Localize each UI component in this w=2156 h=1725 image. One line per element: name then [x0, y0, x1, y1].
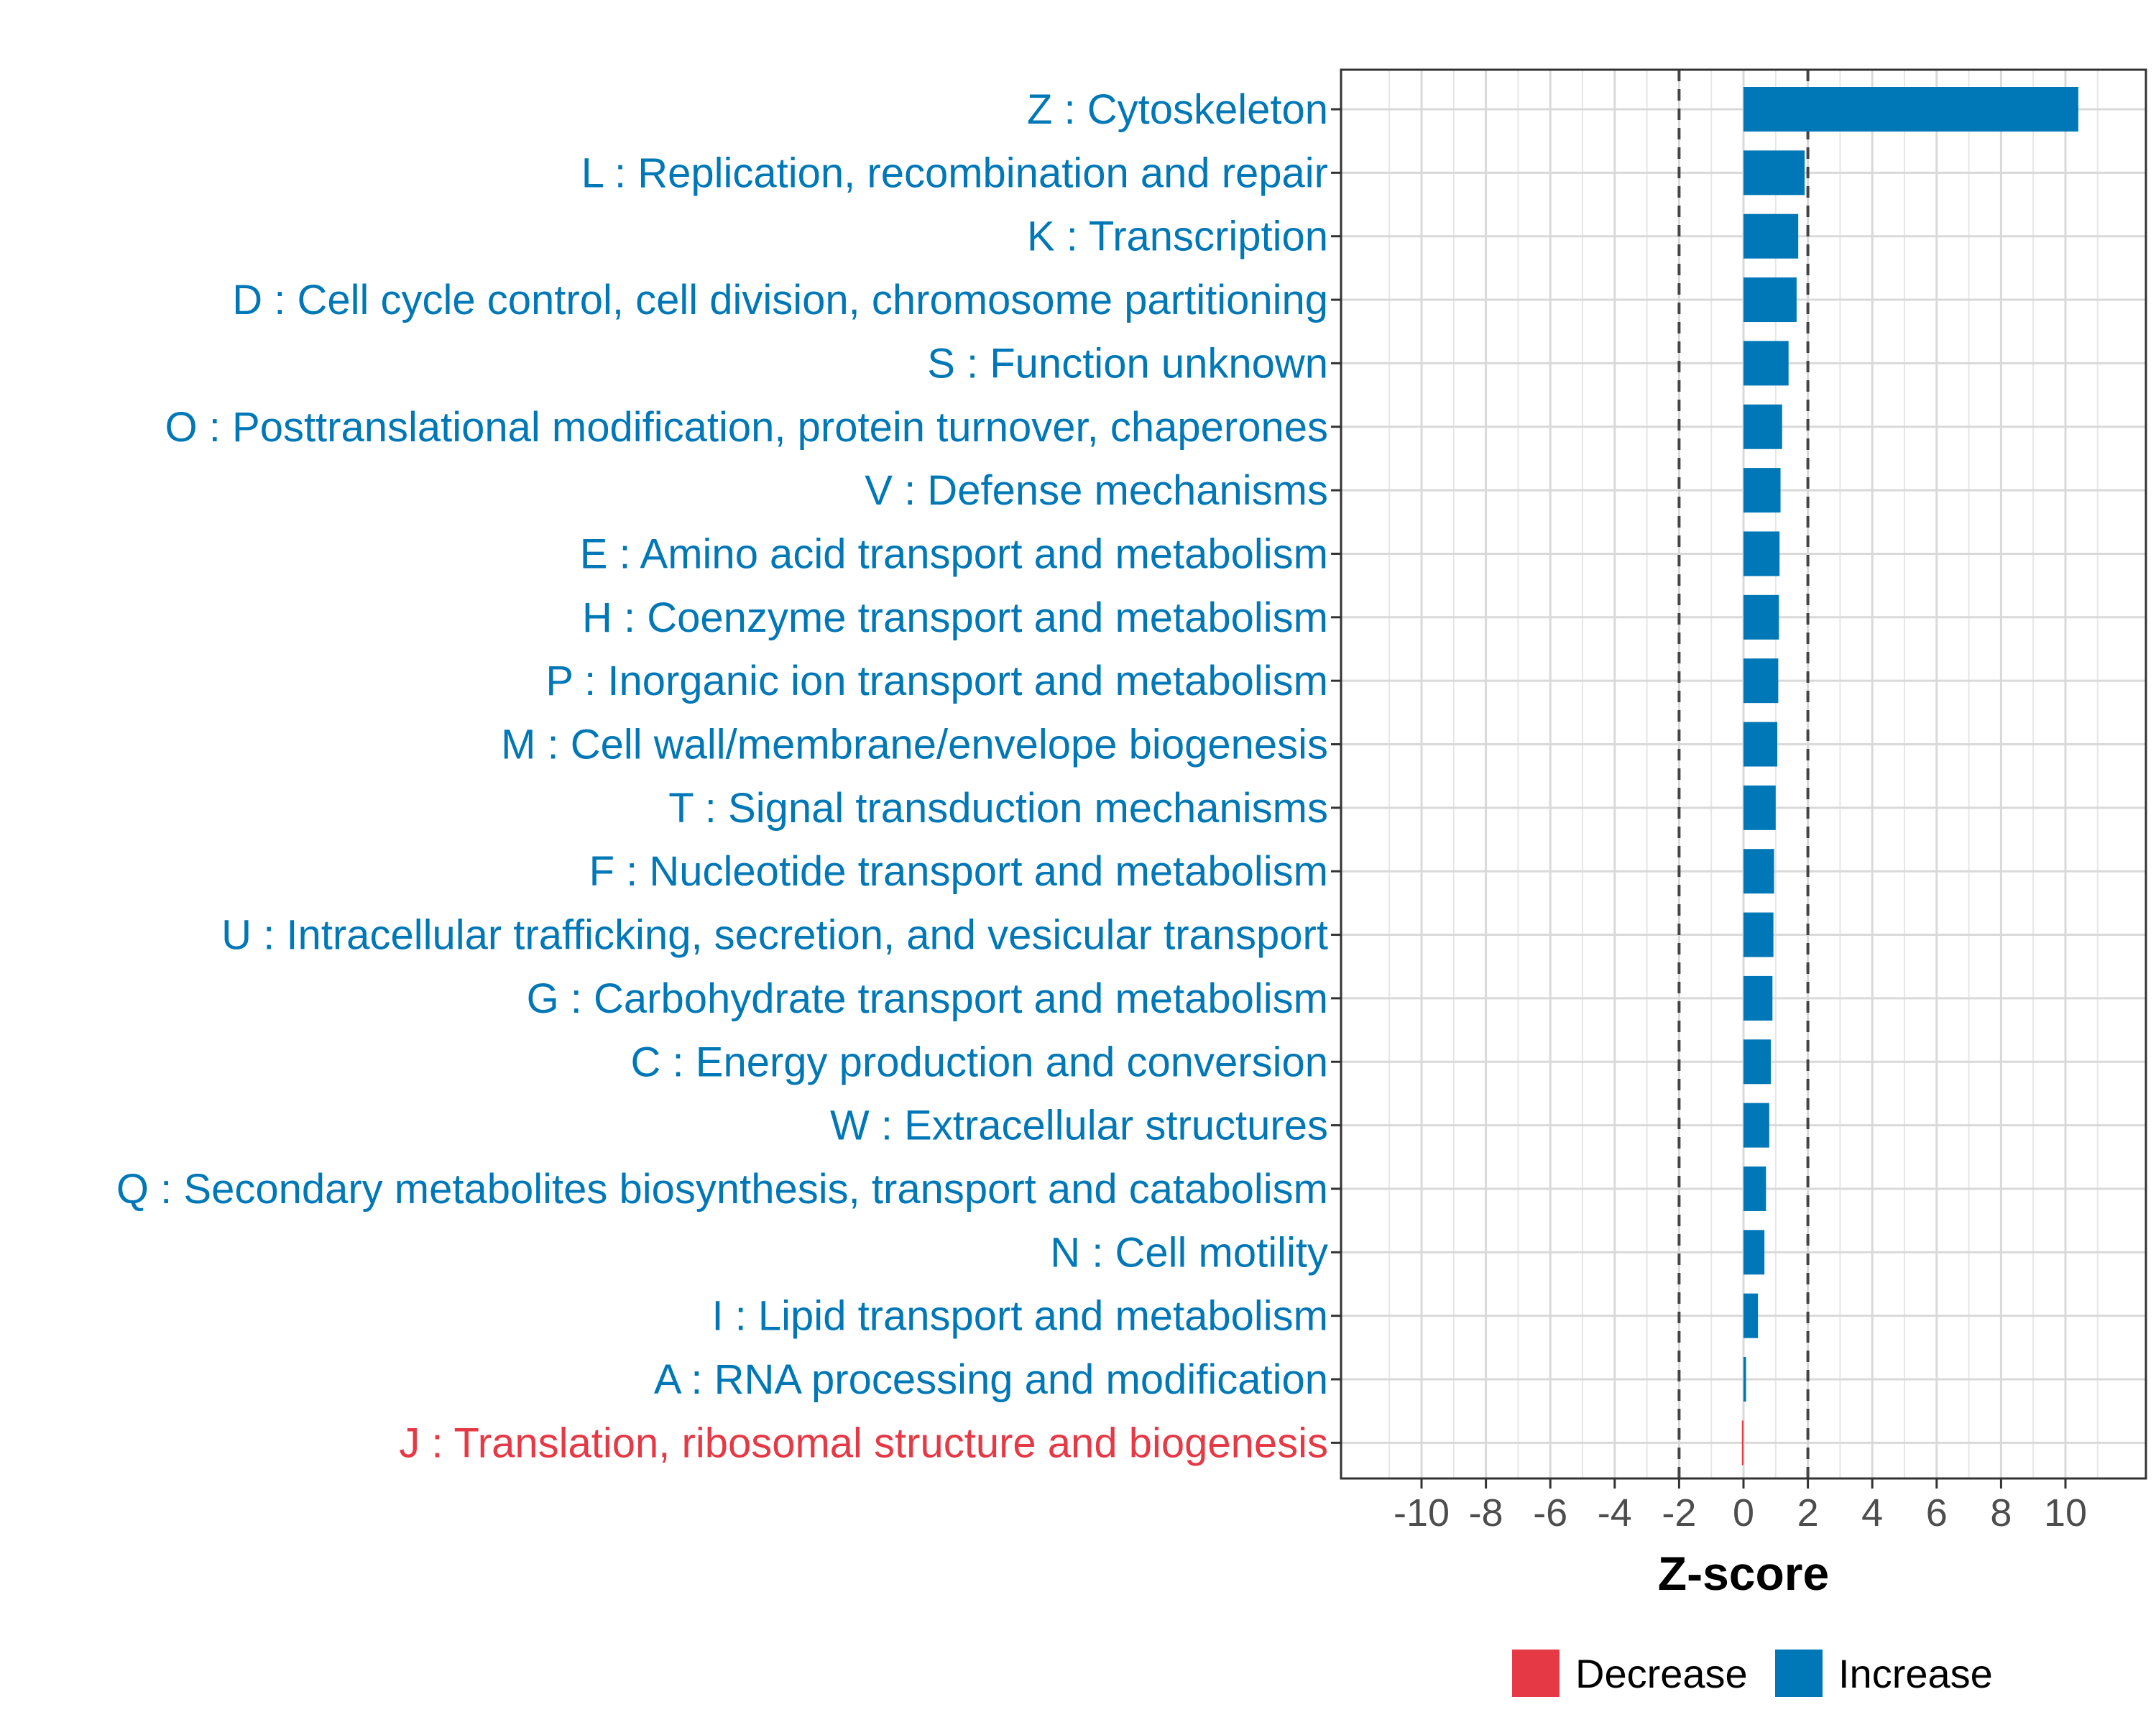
bar — [1743, 87, 2078, 132]
bar — [1743, 1293, 1759, 1338]
bar — [1743, 1103, 1769, 1148]
category-label: S : Function unknown — [927, 340, 1328, 387]
category-labels: Z : Cytoskeleton L : Replication, recombi… — [116, 86, 1328, 1466]
category-label: C : Energy production and conversion — [631, 1039, 1328, 1085]
x-tick-label: -4 — [1598, 1491, 1632, 1535]
bar — [1743, 531, 1780, 576]
category-label: O : Posttranslational modification, prot… — [165, 404, 1328, 451]
x-tick-label: 10 — [2044, 1491, 2087, 1535]
category-label: J : Translation, ribosomal structure and… — [399, 1420, 1328, 1466]
category-label: H : Coenzyme transport and metabolism — [582, 594, 1328, 641]
bar — [1743, 722, 1778, 767]
x-tick-label: -10 — [1393, 1491, 1450, 1535]
bar — [1743, 1166, 1766, 1211]
bar — [1741, 1420, 1743, 1466]
bar — [1743, 1039, 1772, 1085]
bars — [1741, 87, 2078, 1466]
x-tick-label: 2 — [1797, 1491, 1819, 1535]
category-label: M : Cell wall/membrane/envelope biogenes… — [501, 722, 1328, 768]
category-label: K : Transcription — [1027, 213, 1328, 260]
x-axis-title: Z-score — [1658, 1547, 1829, 1600]
category-label: U : Intracellular trafficking, secretion… — [221, 912, 1328, 959]
category-label: F : Nucleotide transport and metabolism — [589, 848, 1328, 895]
x-tick-label: 8 — [1990, 1491, 2012, 1535]
bar — [1743, 150, 1805, 196]
x-tick-label: 4 — [1861, 1491, 1883, 1535]
category-label: T : Signal transduction mechanisms — [668, 785, 1328, 832]
legend: Decrease Increase — [1512, 1650, 1993, 1697]
bar — [1743, 658, 1779, 704]
category-label: Q : Secondary metabolites biosynthesis, … — [116, 1166, 1328, 1213]
category-label: D : Cell cycle control, cell division, c… — [232, 277, 1328, 323]
legend-label: Increase — [1838, 1651, 1993, 1696]
x-tick-label: -8 — [1469, 1491, 1503, 1535]
bar — [1743, 468, 1781, 513]
bar — [1743, 594, 1779, 640]
legend-item: Decrease — [1512, 1650, 1748, 1697]
category-label: V : Defense mechanisms — [865, 467, 1328, 514]
category-label: G : Carbohydrate transport and metabolis… — [527, 975, 1328, 1022]
legend-label: Decrease — [1575, 1651, 1748, 1696]
bar — [1743, 213, 1799, 259]
category-label: Z : Cytoskeleton — [1027, 86, 1328, 133]
bar — [1743, 277, 1797, 323]
category-label: N : Cell motility — [1050, 1229, 1328, 1276]
legend-item: Increase — [1775, 1650, 1993, 1697]
x-tick-label: 0 — [1733, 1491, 1754, 1535]
bar — [1743, 785, 1776, 830]
legend-swatch — [1775, 1650, 1823, 1697]
category-label: A : RNA processing and modification — [654, 1356, 1328, 1403]
category-label: I : Lipid transport and metabolism — [711, 1293, 1328, 1340]
x-tick-label: -6 — [1533, 1491, 1567, 1535]
x-tick-label: -2 — [1662, 1491, 1696, 1535]
category-label: L : Replication, recombination and repai… — [581, 150, 1328, 196]
x-tick-label: 6 — [1926, 1491, 1948, 1535]
bar — [1743, 341, 1789, 386]
bar — [1743, 404, 1782, 449]
bar — [1743, 975, 1773, 1021]
bar — [1743, 849, 1774, 894]
category-label: P : Inorganic ion transport and metaboli… — [545, 658, 1328, 704]
category-label: W : Extracellular structures — [830, 1103, 1328, 1149]
category-label: E : Amino acid transport and metabolism — [580, 530, 1328, 577]
y-axis-ticks — [1331, 108, 1341, 1444]
threshold-lines — [1677, 70, 1810, 1478]
bar — [1743, 1230, 1765, 1275]
legend-swatch — [1512, 1650, 1560, 1697]
x-axis-ticks: -10 -8 -6 -4 -2 0 2 4 6 8 10 — [1393, 1478, 2087, 1535]
bar — [1743, 912, 1774, 957]
bar — [1743, 1357, 1746, 1402]
